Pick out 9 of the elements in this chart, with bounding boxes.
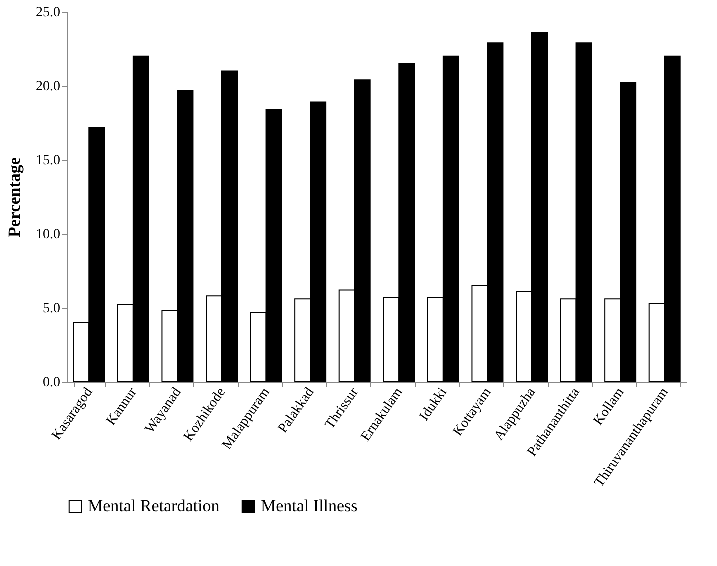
legend-label: Mental Illness — [261, 496, 358, 516]
y-tick-label: 25.0 — [36, 6, 60, 20]
y-tick-label: 15.0 — [36, 154, 60, 168]
y-axis-title: Percentage — [5, 157, 24, 238]
y-tick-label: 5.0 — [43, 302, 60, 316]
y-tick-label: 20.0 — [36, 80, 60, 94]
y-tick-label: 10.0 — [36, 228, 60, 242]
y-tick-label: 0.0 — [43, 376, 60, 390]
legend-label: Mental Retardation — [88, 496, 220, 516]
